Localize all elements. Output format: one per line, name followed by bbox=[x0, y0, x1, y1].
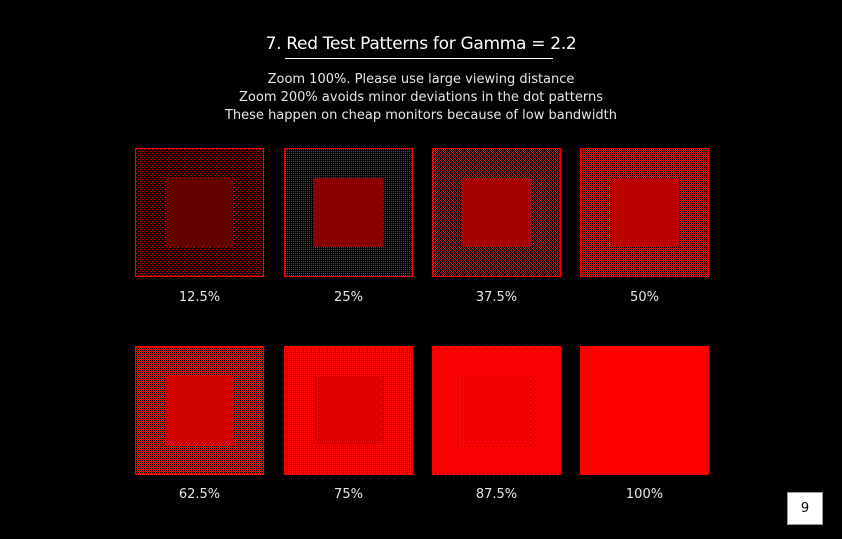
test-pattern-patch bbox=[135, 148, 264, 277]
patch-label: 50% bbox=[630, 290, 659, 305]
subtitle-line: These happen on cheap monitors because o… bbox=[224, 108, 618, 123]
solid-reference-square bbox=[462, 376, 531, 445]
title-underline bbox=[285, 58, 553, 59]
patch-label: 37.5% bbox=[475, 290, 518, 305]
solid-reference-square bbox=[314, 376, 383, 445]
test-pattern-patch bbox=[580, 346, 709, 475]
patch-label: 25% bbox=[334, 290, 363, 305]
page-title: 7. Red Test Patterns for Gamma = 2.2 bbox=[265, 34, 577, 54]
test-pattern-patch bbox=[135, 346, 264, 475]
page-number-badge: 9 bbox=[787, 492, 823, 525]
patch-label: 62.5% bbox=[178, 487, 221, 502]
solid-reference-square bbox=[165, 376, 234, 445]
test-pattern-patch bbox=[284, 346, 413, 475]
test-pattern-patch bbox=[284, 148, 413, 277]
patch-label: 87.5% bbox=[475, 487, 518, 502]
solid-reference-square bbox=[462, 178, 531, 247]
patch-label: 12.5% bbox=[178, 290, 221, 305]
solid-reference-square bbox=[610, 376, 679, 445]
subtitle-line: Zoom 100%. Please use large viewing dist… bbox=[267, 72, 575, 87]
test-pattern-patch bbox=[432, 148, 561, 277]
patch-label: 100% bbox=[625, 487, 664, 502]
test-pattern-patch bbox=[580, 148, 709, 277]
test-pattern-patch bbox=[432, 346, 561, 475]
patch-label: 75% bbox=[334, 487, 363, 502]
solid-reference-square bbox=[610, 178, 679, 247]
solid-reference-square bbox=[314, 178, 383, 247]
solid-reference-square bbox=[165, 178, 234, 247]
subtitle-line: Zoom 200% avoids minor deviations in the… bbox=[239, 90, 603, 105]
